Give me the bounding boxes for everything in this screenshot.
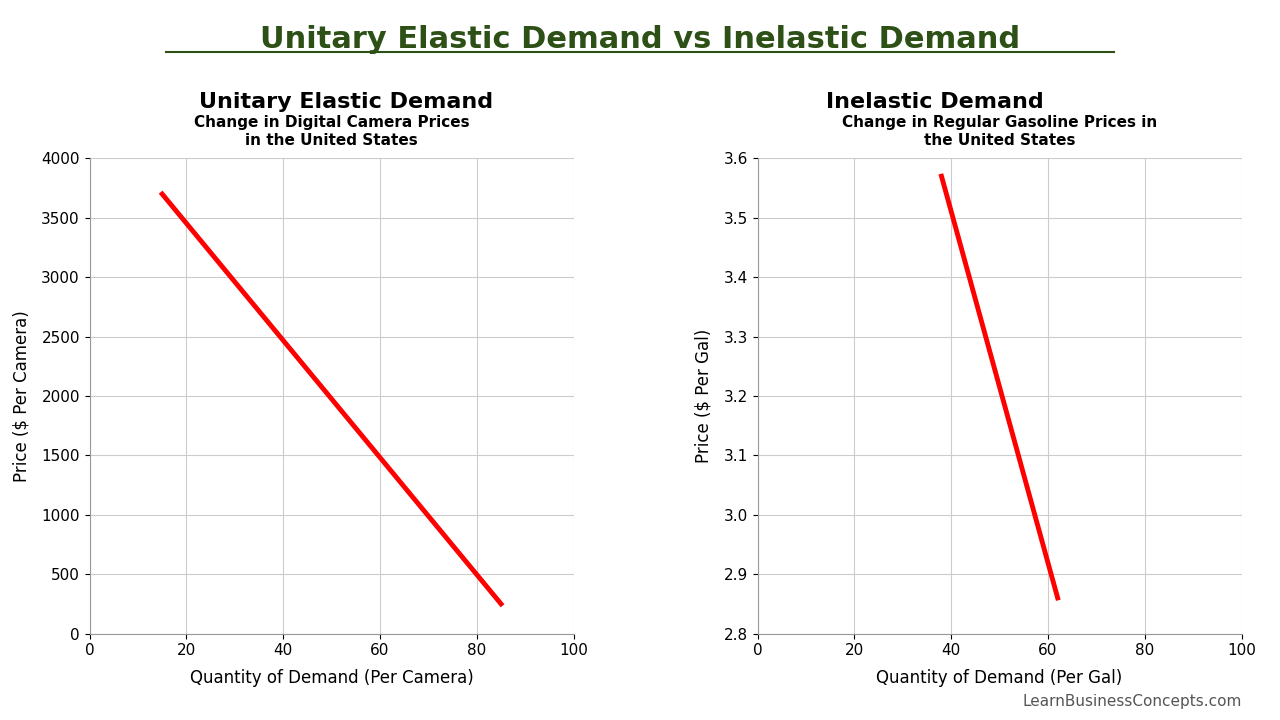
Text: Inelastic Demand: Inelastic Demand: [826, 91, 1043, 112]
Y-axis label: Price ($ Per Camera): Price ($ Per Camera): [12, 310, 31, 482]
Text: Unitary Elastic Demand: Unitary Elastic Demand: [198, 91, 493, 112]
Text: LearnBusinessConcepts.com: LearnBusinessConcepts.com: [1023, 694, 1242, 709]
X-axis label: Quantity of Demand (Per Camera): Quantity of Demand (Per Camera): [189, 670, 474, 688]
X-axis label: Quantity of Demand (Per Gal): Quantity of Demand (Per Gal): [877, 670, 1123, 688]
Y-axis label: Price ($ Per Gal): Price ($ Per Gal): [694, 329, 713, 463]
Title: Change in Digital Camera Prices
in the United States: Change in Digital Camera Prices in the U…: [193, 115, 470, 148]
Title: Change in Regular Gasoline Prices in
the United States: Change in Regular Gasoline Prices in the…: [842, 115, 1157, 148]
Text: Unitary Elastic Demand vs Inelastic Demand: Unitary Elastic Demand vs Inelastic Dema…: [260, 25, 1020, 54]
